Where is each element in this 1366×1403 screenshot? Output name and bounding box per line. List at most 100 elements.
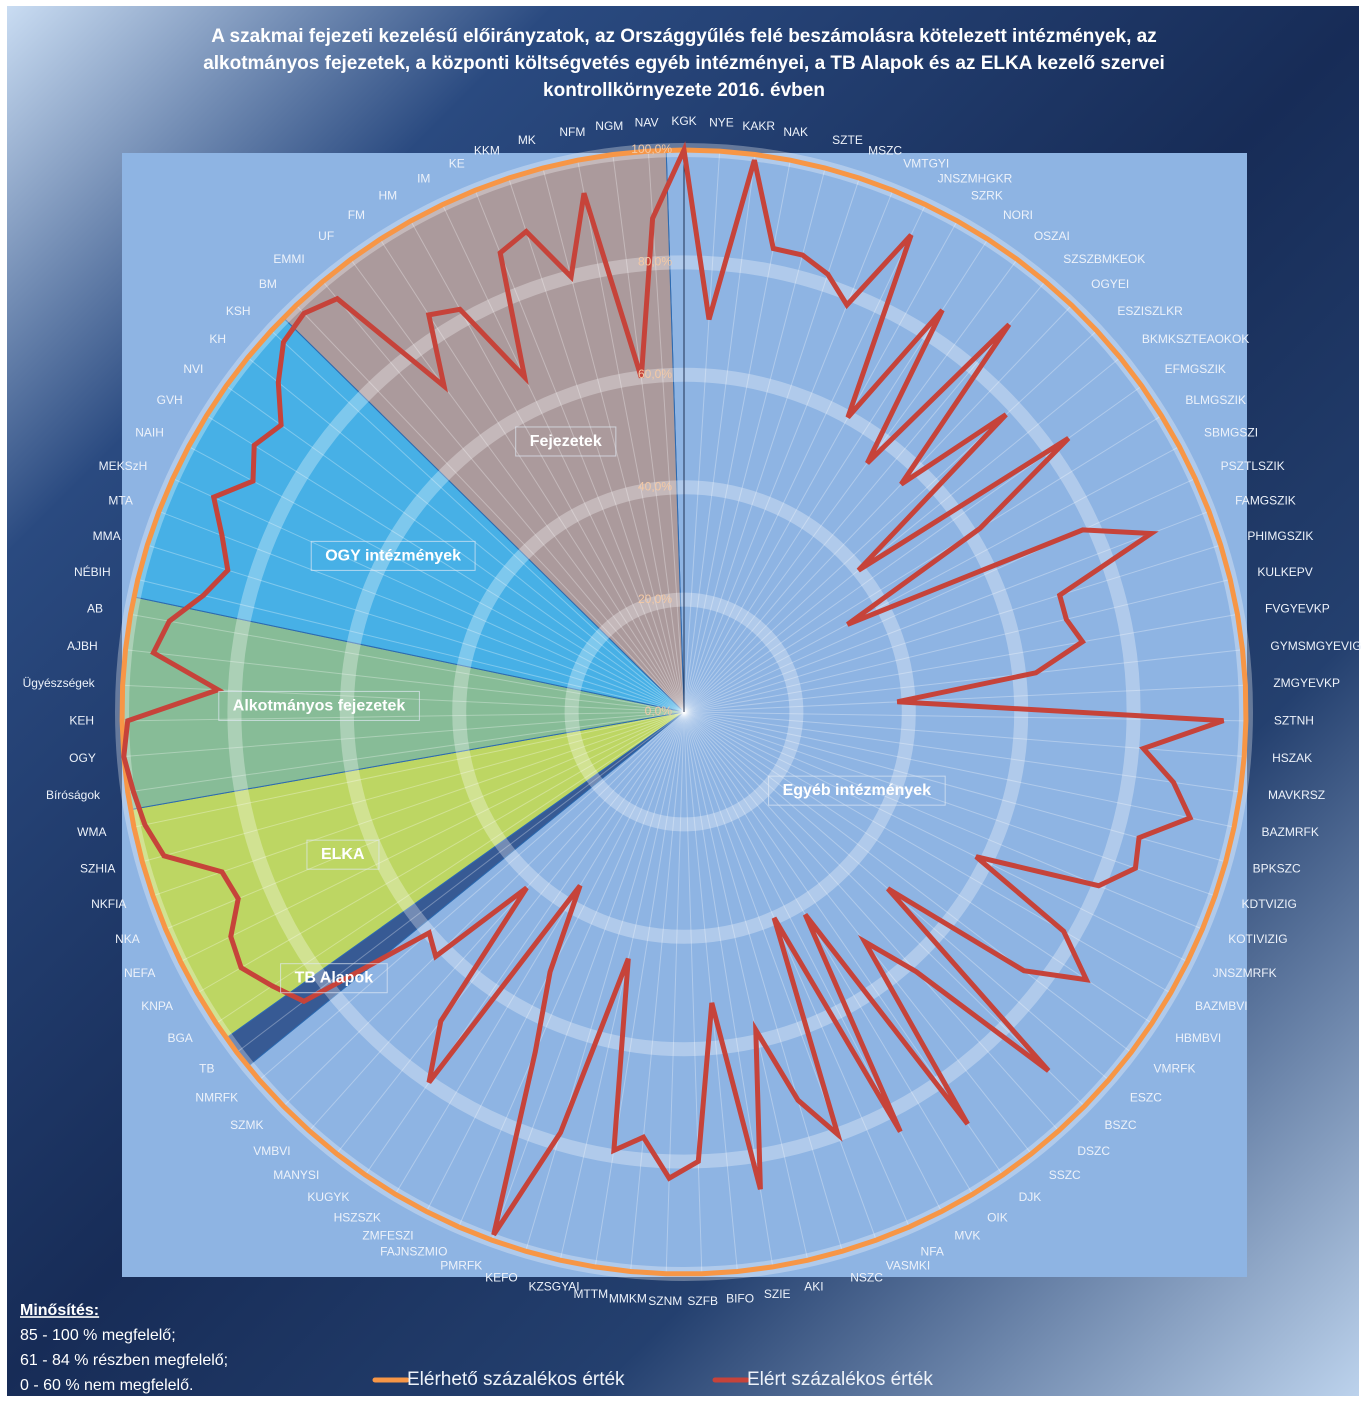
spoke: [364, 711, 685, 1176]
spoke: [308, 711, 685, 1132]
category-label: SSZC: [1049, 1168, 1081, 1182]
y-tick-label: 40,0%: [638, 479, 672, 493]
spoke: [683, 711, 1085, 1107]
category-label: GYMSMGYEVIG: [1270, 639, 1361, 653]
category-label: ESZISZLKR: [1117, 304, 1183, 318]
category-label: NYE: [709, 115, 734, 129]
spoke: [594, 711, 685, 1268]
y-tick-label: 80,0%: [638, 255, 672, 269]
spoke: [165, 711, 685, 930]
spoke: [683, 446, 1180, 713]
spoke: [127, 711, 685, 793]
spoke: [683, 357, 1121, 713]
category-label: BIFO: [726, 1292, 754, 1306]
category-label: MTTM: [573, 1287, 608, 1301]
legend-label: Elérhető százalékos érték: [407, 1369, 625, 1390]
category-label: SZIE: [764, 1287, 791, 1301]
spoke: [158, 510, 685, 713]
chart-title: alkotmányos fejezetek, a központi költsé…: [203, 53, 1165, 74]
category-label: OIK: [987, 1210, 1008, 1224]
spoke: [683, 711, 877, 1241]
category-label: UF: [318, 229, 334, 243]
spoke: [683, 711, 1171, 994]
category-label: PMRFK: [440, 1259, 482, 1273]
series-lines: [119, 141, 1249, 1277]
spoke: [525, 711, 685, 1252]
category-label: FVGYEVKP: [1265, 602, 1330, 616]
spoke: [394, 711, 685, 1195]
category-label: SZHIA: [80, 861, 115, 875]
category-label: BSZC: [1104, 1118, 1136, 1132]
category-label: BLMGSZIK: [1185, 393, 1246, 407]
spoke: [683, 281, 1046, 713]
y-tick-label: 100,0%: [631, 142, 672, 156]
category-label: TB: [199, 1061, 214, 1075]
category-label: FM: [348, 208, 365, 222]
spoke: [683, 478, 1196, 713]
spoke: [683, 711, 1060, 1132]
spoke: [172, 478, 685, 713]
category-label: HBMBVI: [1175, 1031, 1221, 1045]
spoke: [133, 711, 685, 828]
note-line: 0 - 60 % nem megfelelő.: [20, 1377, 193, 1394]
spoke: [683, 544, 1221, 713]
labels: Egyéb intézmények TB Alapok ELKA Alkotmányo…: [23, 114, 1362, 1390]
category-label: MMA: [93, 529, 121, 543]
category-label: NFM: [559, 125, 585, 139]
category-label: NFA: [921, 1245, 944, 1259]
category-label: KEH: [69, 714, 94, 728]
spoke: [350, 259, 685, 713]
category-label: NÉBIH: [74, 564, 111, 579]
spoke: [683, 711, 1226, 863]
spoke: [683, 177, 860, 713]
spoke: [683, 151, 721, 713]
spoke: [130, 613, 685, 713]
note-line: 61 - 84 % részben megfelelő;: [20, 1352, 228, 1369]
spoke: [683, 711, 1153, 1024]
spoke: [197, 711, 685, 994]
category-label: KUGYK: [307, 1190, 349, 1204]
category-label: FAMGSZIK: [1235, 494, 1296, 508]
sector-label-box: [218, 690, 420, 721]
chart-title: A szakmai fejezeti kezelésű előirányzato…: [211, 26, 1156, 47]
spoke: [683, 415, 1162, 713]
category-label: OSZAI: [1034, 229, 1070, 243]
spoke: [683, 711, 703, 1274]
sector-label: OGY intézmények: [325, 547, 461, 564]
spoke: [542, 167, 685, 713]
spoke: [683, 330, 1098, 713]
category-label: ESZC: [1130, 1091, 1162, 1105]
category-label: FAJNSZMIO: [380, 1245, 447, 1259]
spoke: [683, 190, 894, 713]
category-label: BPKSZC: [1253, 861, 1301, 875]
category-label: NORI: [1003, 208, 1033, 222]
spoke: [683, 167, 826, 713]
category-label: KEFO: [485, 1270, 518, 1284]
category-label: JNSZMHGKR: [938, 171, 1013, 185]
category-label: ZMFESZI: [362, 1229, 413, 1243]
category-label: HSZAK: [1272, 751, 1312, 765]
category-label: KAKR: [742, 119, 775, 133]
spoke: [152, 711, 685, 897]
spoke: [683, 304, 1073, 713]
sector-label: ELKA: [321, 846, 365, 863]
spoke: [559, 711, 685, 1261]
category-label: PSZTLSZIK: [1221, 459, 1285, 473]
category-label: KZSGYAI: [528, 1280, 579, 1294]
sector-label-box: [768, 775, 946, 806]
category-label: NSZC: [850, 1270, 883, 1284]
category-label: ZMGYEVKP: [1273, 676, 1340, 690]
spoke: [683, 613, 1238, 713]
category-label: SBMGSZI: [1204, 426, 1258, 440]
category-label: GVH: [157, 393, 183, 407]
category-label: KOTIVIZIG: [1228, 932, 1287, 946]
spoke: [180, 711, 685, 963]
category-label: SZRK: [971, 189, 1003, 203]
sector-label-box: [306, 839, 380, 870]
spoke: [336, 711, 685, 1155]
spoke: [258, 711, 685, 1081]
legend-label: Elért százalékos érték: [747, 1369, 933, 1390]
spoke: [206, 415, 685, 713]
series-line: [121, 141, 1225, 1237]
category-label: VASMKI: [886, 1259, 930, 1273]
